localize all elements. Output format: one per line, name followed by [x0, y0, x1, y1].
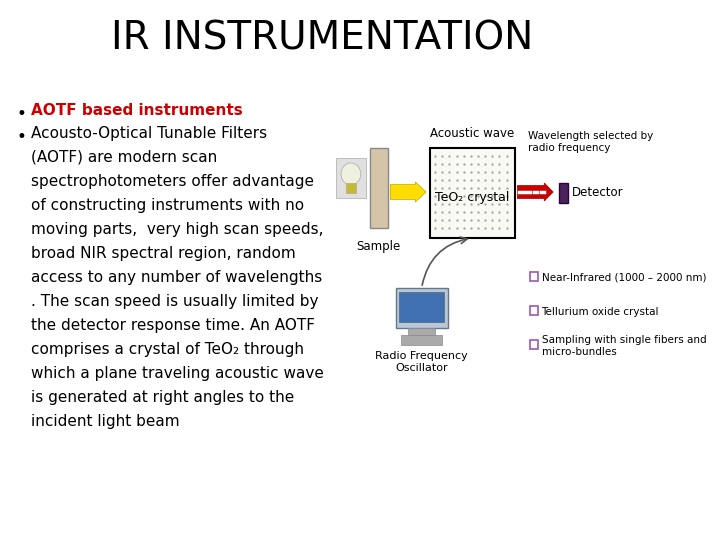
Text: Tellurium oxide crystal: Tellurium oxide crystal	[541, 307, 659, 317]
Text: the detector response time. An AOTF: the detector response time. An AOTF	[32, 318, 315, 333]
Text: broad NIR spectral region, random: broad NIR spectral region, random	[32, 246, 296, 261]
Text: incident light beam: incident light beam	[32, 414, 180, 429]
Bar	[399, 292, 444, 322]
Text: Near-Infrared (1000 – 2000 nm): Near-Infrared (1000 – 2000 nm)	[541, 273, 706, 283]
Circle shape	[341, 163, 361, 185]
FancyArrow shape	[518, 183, 553, 201]
Bar	[530, 306, 538, 315]
Bar	[408, 328, 435, 335]
Text: Acoustic wave: Acoustic wave	[430, 127, 514, 140]
Bar	[430, 148, 515, 238]
Text: of constructing instruments with no: of constructing instruments with no	[32, 198, 305, 213]
Text: Wavelength selected by
radio frequency: Wavelength selected by radio frequency	[528, 131, 653, 153]
Text: is generated at right angles to the: is generated at right angles to the	[32, 390, 294, 405]
Text: Acousto-Optical Tunable Filters: Acousto-Optical Tunable Filters	[32, 126, 267, 141]
Text: moving parts,  very high scan speeds,: moving parts, very high scan speeds,	[32, 222, 324, 237]
Bar	[559, 183, 568, 203]
Text: TeO₂ crystal: TeO₂ crystal	[435, 192, 509, 205]
Text: (AOTF) are modern scan: (AOTF) are modern scan	[32, 150, 217, 165]
FancyArrow shape	[390, 182, 426, 202]
Text: comprises a crystal of TeO₂ through: comprises a crystal of TeO₂ through	[32, 342, 305, 357]
Text: IR INSTRUMENTATION: IR INSTRUMENTATION	[111, 19, 534, 57]
Text: access to any number of wavelengths: access to any number of wavelengths	[32, 270, 323, 285]
Bar	[369, 148, 387, 228]
Bar	[530, 272, 538, 281]
Text: •: •	[16, 128, 26, 146]
Bar	[396, 288, 448, 328]
Bar	[401, 335, 442, 345]
Bar	[336, 158, 366, 198]
Bar	[530, 340, 538, 349]
Text: Radio Frequency
Oscillator: Radio Frequency Oscillator	[375, 351, 468, 373]
FancyArrowPatch shape	[422, 237, 467, 285]
Text: Sampling with single fibers and
micro-bundles: Sampling with single fibers and micro-bu…	[541, 335, 706, 357]
Text: Detector: Detector	[572, 186, 624, 199]
Bar	[346, 183, 356, 193]
Text: AOTF based instruments: AOTF based instruments	[32, 103, 243, 118]
Text: which a plane traveling acoustic wave: which a plane traveling acoustic wave	[32, 366, 324, 381]
Text: . The scan speed is usually limited by: . The scan speed is usually limited by	[32, 294, 319, 309]
Text: spectrophotometers offer advantage: spectrophotometers offer advantage	[32, 174, 315, 189]
Text: Sample: Sample	[356, 240, 401, 253]
Text: •: •	[16, 105, 26, 123]
